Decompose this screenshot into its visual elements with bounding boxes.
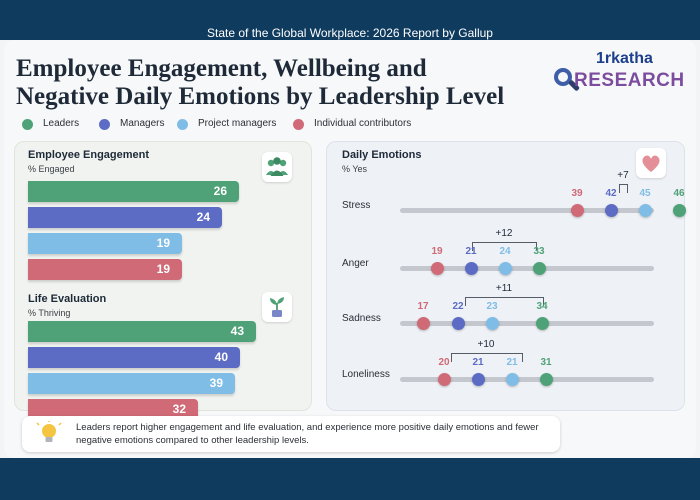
bar-project-managers: 39 [28, 373, 235, 394]
marker-value-label: 31 [540, 357, 552, 368]
bar-value-label: 19 [156, 262, 170, 276]
legend-label: Project managers [198, 118, 277, 129]
marker-value-label: 17 [417, 301, 429, 312]
page-title-line-1: Employee Engagement, Wellbeing and [16, 55, 427, 82]
lightbulb-icon [36, 421, 62, 442]
key-insight-text: Leaders report higher engagement and lif… [76, 422, 539, 446]
bar-individual-contributors: 19 [28, 259, 182, 280]
engagement-title: Employee Engagement [28, 149, 150, 161]
emotions-title: Daily Emotions [342, 149, 422, 161]
bar-project-managers: 19 [28, 233, 182, 254]
life-evaluation-title: Life Evaluation [28, 293, 107, 305]
engagement-subtitle: % Engaged [28, 164, 75, 174]
marker-value-label: 19 [431, 246, 443, 257]
bar-value-label: 40 [214, 350, 228, 364]
bottom-banner [0, 458, 700, 500]
bar-value-label: 43 [230, 324, 244, 338]
emotions-subtitle: % Yes [342, 164, 368, 174]
marker-value-label: 23 [486, 301, 498, 312]
marker-leaders [673, 204, 686, 217]
marker-managers [605, 204, 618, 217]
bar-leaders: 26 [28, 181, 239, 202]
marker-value-label: 46 [673, 188, 685, 199]
marker-managers [465, 262, 478, 275]
emotion-track [400, 377, 654, 382]
emotion-track [400, 208, 654, 213]
gap-bracket [451, 353, 523, 362]
bar-value-label: 26 [213, 184, 227, 198]
marker-project-managers [486, 317, 499, 330]
marker-value-label: 39 [571, 188, 583, 199]
legend-swatch-project-managers [177, 119, 188, 130]
marker-value-label: 42 [605, 188, 617, 199]
marker-value-label: 20 [438, 357, 450, 368]
bar-value-label: 19 [156, 236, 170, 250]
logo-wordmark-top: 1rkatha [596, 50, 653, 67]
daily-emotions-panel [326, 141, 685, 411]
gap-label: +7 [617, 170, 629, 181]
people-icon [262, 152, 292, 182]
key-insight-callout: Leaders report higher engagement and lif… [22, 416, 560, 452]
bar-leaders: 43 [28, 321, 256, 342]
legend-label: Managers [120, 118, 165, 129]
gap-label: +12 [495, 228, 513, 239]
marker-leaders [540, 373, 553, 386]
marker-value-label: 34 [536, 301, 548, 312]
bar-managers: 40 [28, 347, 240, 368]
gap-bracket [619, 184, 628, 193]
marker-managers [452, 317, 465, 330]
marker-value-label: 22 [452, 301, 464, 312]
emotion-label: Sadness [342, 313, 381, 324]
bar-value-label: 24 [196, 210, 210, 224]
emotion-label: Anger [342, 258, 369, 269]
marker-leaders [533, 262, 546, 275]
marker-value-label: 21 [472, 357, 484, 368]
marker-value-label: 33 [533, 246, 545, 257]
legend-swatch-managers [99, 119, 110, 130]
legend-label: Individual contributors [314, 118, 412, 129]
bar-value-label: 39 [209, 376, 223, 390]
gap-bracket [472, 242, 537, 251]
report-source: State of the Global Workplace: 2026 Repo… [207, 26, 493, 40]
bar-value-label: 32 [172, 402, 186, 416]
top-banner [0, 0, 700, 40]
marker-leaders [536, 317, 549, 330]
emotion-track [400, 266, 654, 271]
life-evaluation-subtitle: % Thriving [28, 308, 71, 318]
bar-managers: 24 [28, 207, 222, 228]
bar-individual-contributors: 32 [28, 399, 198, 420]
emotion-track [400, 321, 654, 326]
marker-individual-contributors [431, 262, 444, 275]
marker-project-managers [499, 262, 512, 275]
plant-icon [262, 292, 292, 322]
marker-individual-contributors [438, 373, 451, 386]
marker-managers [472, 373, 485, 386]
legend-swatch-individual-contributors [293, 119, 304, 130]
marker-value-label: 21 [506, 357, 518, 368]
marker-individual-contributors [417, 317, 430, 330]
brand-logo: 1rkatha RESEARCH [548, 50, 684, 100]
marker-value-label: 24 [499, 246, 511, 257]
logo-wordmark: RESEARCH [574, 70, 685, 91]
emotion-label: Loneliness [342, 369, 390, 380]
gap-label: +11 [495, 283, 513, 294]
marker-value-label: 45 [639, 188, 651, 199]
magnifier-icon [554, 68, 572, 86]
marker-project-managers [639, 204, 652, 217]
marker-value-label: 21 [465, 246, 477, 257]
emotion-label: Stress [342, 200, 371, 211]
gap-label: +10 [477, 339, 495, 350]
heart-icon [636, 148, 666, 178]
marker-individual-contributors [571, 204, 584, 217]
gap-bracket [465, 297, 544, 306]
legend-swatch-leaders [22, 119, 33, 130]
page-title-line-2: Negative Daily Emotions by Leadership Le… [16, 83, 505, 110]
legend-label: Leaders [43, 118, 80, 129]
marker-project-managers [506, 373, 519, 386]
